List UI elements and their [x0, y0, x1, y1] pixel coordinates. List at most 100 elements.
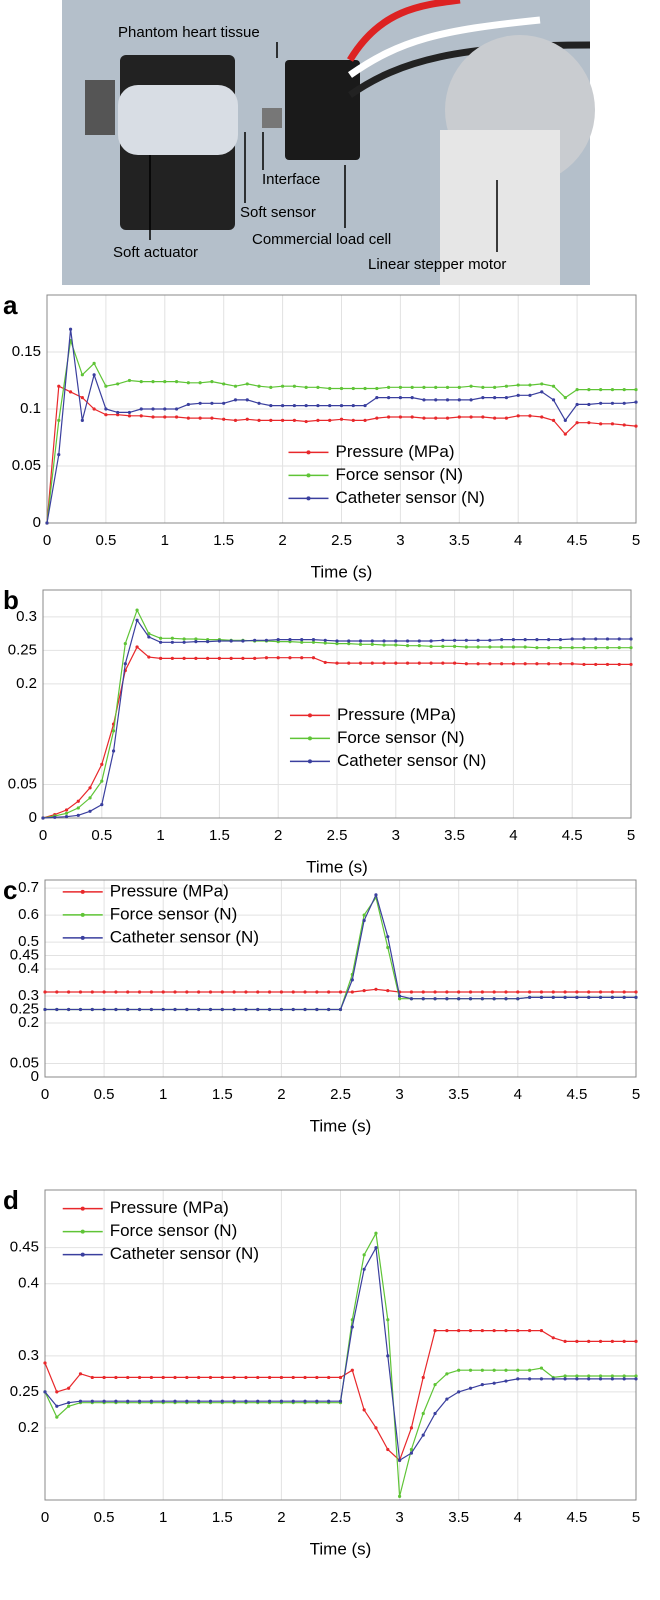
- data-point: [629, 637, 633, 641]
- data-point: [137, 1007, 142, 1012]
- data-point: [570, 637, 574, 641]
- data-point: [493, 396, 497, 400]
- data-point: [311, 640, 316, 644]
- x-tick-label: 5: [632, 532, 640, 549]
- data-point: [370, 639, 374, 643]
- data-point: [163, 380, 167, 384]
- data-point: [174, 380, 179, 384]
- data-point: [528, 383, 532, 387]
- data-point: [387, 396, 391, 400]
- data-point: [232, 1007, 236, 1012]
- data-point: [409, 1447, 414, 1452]
- data-point: [386, 1447, 390, 1452]
- y-tick-label: 0.2: [18, 1419, 39, 1436]
- data-point: [500, 645, 504, 649]
- data-point: [469, 384, 473, 388]
- data-point: [433, 1328, 437, 1333]
- data-point: [370, 661, 374, 665]
- data-point: [539, 1328, 544, 1333]
- data-point: [464, 662, 468, 666]
- data-point: [335, 639, 339, 643]
- y-tick-label: 0.4: [18, 1275, 39, 1292]
- data-point: [421, 1375, 425, 1380]
- data-point: [291, 1007, 295, 1012]
- x-tick-label: 4: [509, 827, 517, 844]
- data-point: [434, 398, 438, 402]
- data-point: [185, 1375, 189, 1380]
- data-point: [358, 642, 363, 646]
- data-point: [511, 662, 515, 666]
- data-point: [476, 645, 480, 649]
- data-point: [362, 918, 366, 923]
- data-point: [386, 1354, 390, 1358]
- data-point: [539, 1377, 544, 1381]
- data-point: [186, 416, 190, 420]
- panel-label: c: [3, 875, 17, 905]
- panel-label: a: [3, 290, 18, 320]
- data-point: [535, 638, 539, 642]
- data-point: [551, 995, 555, 999]
- y-tick-label: 0.3: [18, 987, 39, 1004]
- data-point: [492, 1328, 496, 1333]
- data-point: [288, 638, 292, 642]
- data-point: [315, 990, 319, 994]
- data-point: [622, 1377, 626, 1381]
- photo-label: Interface: [262, 171, 320, 188]
- data-point: [476, 638, 480, 642]
- data-point: [421, 1411, 425, 1416]
- data-point: [43, 1361, 47, 1365]
- data-point: [100, 762, 104, 766]
- data-point: [563, 396, 567, 400]
- x-tick-label: 4.5: [567, 532, 588, 549]
- data-point: [634, 424, 638, 428]
- data-point: [563, 995, 567, 999]
- data-point: [347, 639, 351, 643]
- data-point: [598, 995, 603, 999]
- data-point: [208, 1399, 213, 1403]
- data-point: [300, 656, 304, 660]
- data-point: [351, 418, 355, 422]
- x-tick-label: 0: [39, 827, 47, 844]
- data-point: [528, 1377, 532, 1381]
- data-point: [528, 1328, 532, 1333]
- data-point: [481, 385, 485, 389]
- y-tick-label: 0.25: [10, 1383, 39, 1400]
- data-point: [245, 417, 249, 421]
- data-point: [244, 1375, 248, 1380]
- x-tick-label: 1: [159, 1086, 167, 1103]
- data-point: [570, 646, 574, 650]
- x-tick-label: 1.5: [213, 532, 234, 549]
- data-point: [327, 990, 331, 994]
- data-point: [610, 388, 615, 392]
- data-point: [480, 997, 484, 1001]
- data-point: [220, 1007, 224, 1012]
- data-point: [92, 373, 96, 377]
- data-point: [551, 1377, 555, 1381]
- data-point: [55, 1415, 59, 1419]
- legend-marker: [80, 912, 85, 917]
- photo: Phantom heart tissue Interface Soft sens…: [62, 0, 595, 285]
- y-tick-label: 0.05: [8, 775, 37, 792]
- data-point: [163, 407, 167, 411]
- x-tick-label: 2.5: [327, 827, 348, 844]
- y-tick-label: 0.25: [10, 1001, 39, 1018]
- data-point: [68, 327, 73, 331]
- data-point: [480, 1328, 484, 1333]
- data-point: [382, 643, 386, 647]
- data-point: [111, 729, 116, 733]
- data-point: [68, 390, 73, 394]
- data-point: [291, 1375, 295, 1380]
- data-point: [116, 410, 120, 415]
- data-point: [394, 639, 398, 643]
- data-point: [123, 662, 127, 666]
- wire: [347, 16, 541, 78]
- plot-frame: [44, 879, 637, 1078]
- data-point: [605, 637, 610, 641]
- data-point: [539, 990, 544, 994]
- data-point: [622, 1374, 626, 1378]
- data-point: [100, 802, 104, 807]
- x-tick-label: 3: [395, 1086, 403, 1103]
- data-point: [492, 990, 496, 994]
- data-point: [173, 1375, 177, 1380]
- data-point: [622, 995, 626, 999]
